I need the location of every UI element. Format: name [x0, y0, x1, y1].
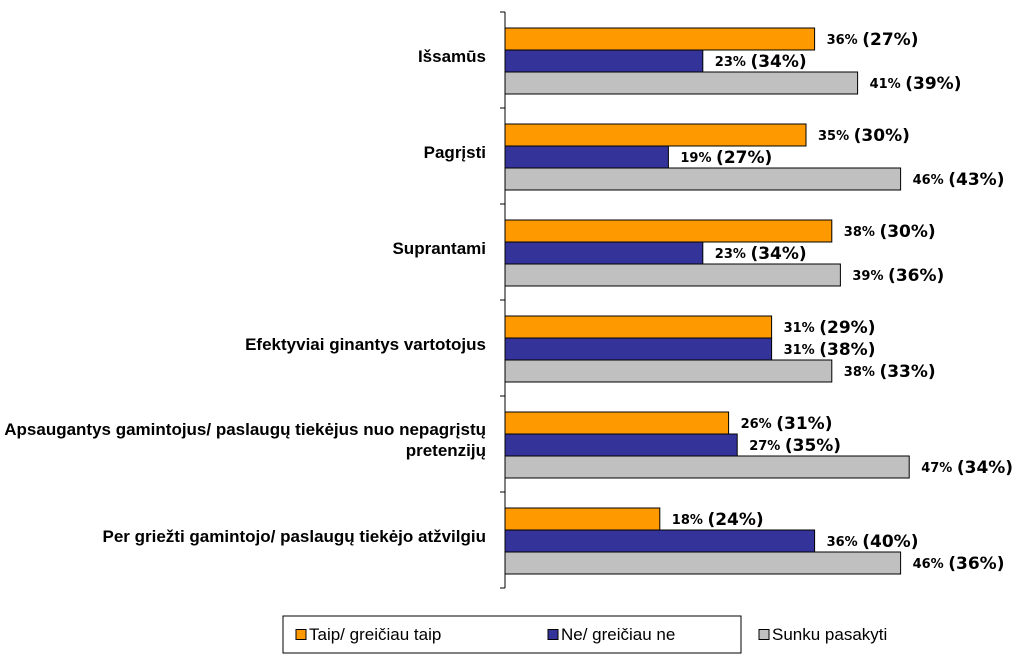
value-label: 46% (43%) [913, 170, 1005, 190]
category-label: Per griežti gamintojo/ paslaugų tiekėjo … [102, 526, 486, 546]
bar [504, 71, 859, 95]
legend-marker [547, 629, 559, 640]
value-label: 23% (34%) [715, 244, 807, 264]
bar [504, 551, 902, 575]
value-label: 23% (34%) [715, 52, 807, 72]
value-label: 18% (24%) [672, 510, 764, 530]
bar [504, 337, 773, 361]
legend-label: Sunku pasakyti [772, 625, 887, 644]
bar [504, 167, 902, 191]
value-label: 31% (38%) [784, 340, 876, 360]
bar [504, 145, 669, 169]
category-label: Apsaugantys gamintojus/ paslaugų tiekėju… [4, 420, 486, 460]
bar [504, 49, 704, 73]
value-label: 31% (29%) [784, 318, 876, 338]
value-label: 39% (36%) [852, 266, 944, 286]
legend-box [282, 615, 742, 654]
bar [504, 411, 730, 435]
value-label: 46% (36%) [913, 554, 1005, 574]
category-label: Suprantami [392, 238, 486, 258]
legend-marker [295, 629, 307, 640]
value-label: 36% (40%) [827, 532, 919, 552]
category-label: Efektyviai ginantys vartotojus [245, 334, 486, 354]
value-label: 19% (27%) [680, 148, 772, 168]
bar [504, 315, 773, 339]
value-label: 41% (39%) [870, 74, 962, 94]
bar [504, 359, 833, 383]
bar [504, 219, 833, 243]
bar [504, 529, 816, 553]
bar [504, 455, 910, 479]
value-label: 27% (35%) [749, 436, 841, 456]
bar [504, 433, 738, 457]
value-label: 36% (27%) [827, 30, 919, 50]
legend-label: Ne/ greičiau ne [561, 625, 675, 644]
legend-label: Taip/ greičiau taip [309, 625, 441, 644]
value-label: 38% (33%) [844, 362, 936, 382]
bar [504, 123, 807, 147]
value-label: 47% (34%) [921, 458, 1013, 478]
value-label: 26% (31%) [741, 414, 833, 434]
bar [504, 241, 704, 265]
bar [504, 263, 841, 287]
category-label: Išsamūs [417, 46, 486, 66]
value-label: 38% (30%) [844, 222, 936, 242]
value-label: 35% (30%) [818, 126, 910, 146]
category-label: Pagrįsti [423, 142, 486, 162]
bar [504, 27, 816, 51]
bar [504, 507, 661, 531]
legend-marker [758, 629, 770, 640]
